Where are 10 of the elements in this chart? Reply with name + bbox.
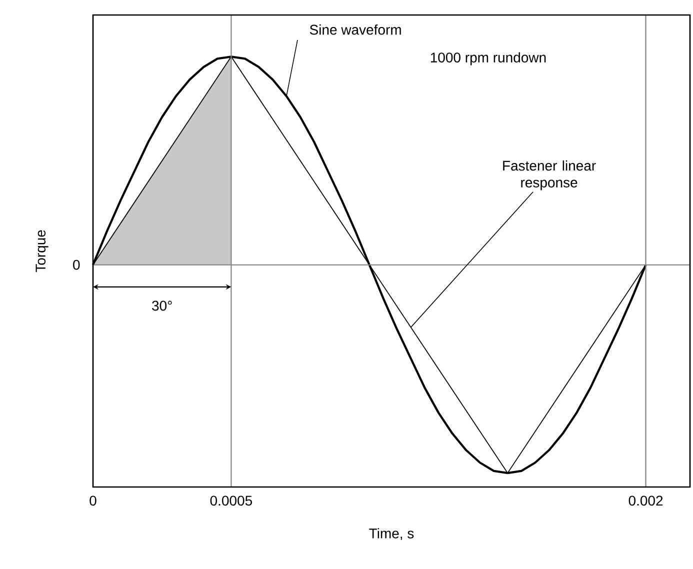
annotation: Fastener linear response	[503, 160, 596, 190]
x-tick-label: 0.0005	[210, 496, 252, 506]
annotation: 30°	[152, 300, 172, 311]
x-axis-title: Time, s	[369, 528, 414, 540]
text: 0	[73, 260, 80, 270]
y-axis-title: Torque	[36, 230, 48, 272]
annotation: Sine waveform	[310, 24, 401, 35]
x-tick-label: 0.002	[628, 496, 663, 506]
annotation: 1000 rpm rundown	[430, 52, 546, 66]
x-tick-label: 0	[90, 496, 96, 506]
